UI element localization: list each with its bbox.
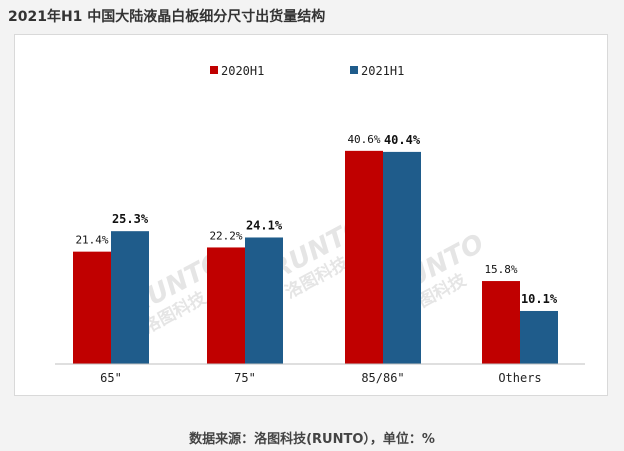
source-note: 数据来源：洛图科技(RUNTO），单位：% <box>189 432 435 447</box>
bar-2021h1 <box>520 310 558 364</box>
bar-2020h1 <box>345 150 383 364</box>
data-label: 25.3% <box>112 212 149 226</box>
data-label: 21.4% <box>75 234 108 247</box>
chart-panel: RUNTO 洛图科技 RUNTO 洛图科技 RUNTO 洛图科技 2020H1 2021H1 2… <box>14 34 608 396</box>
bar-2021h1 <box>111 231 149 364</box>
bar-2021h1 <box>245 237 283 364</box>
legend-swatch <box>210 66 218 74</box>
x-tick-label: Others <box>498 371 541 385</box>
x-tick-label: 65" <box>100 371 122 385</box>
data-label: 24.1% <box>246 218 283 232</box>
bar-2021h1 <box>383 151 421 364</box>
bar-2020h1 <box>207 247 245 364</box>
x-tick-label: 75" <box>234 371 256 385</box>
bar-2020h1 <box>482 281 520 364</box>
data-label: 22.2% <box>209 229 242 242</box>
legend-label: 2021H1 <box>361 64 404 78</box>
data-label: 10.1% <box>521 292 558 306</box>
x-tick-label: 85/86" <box>361 371 404 385</box>
data-label: 15.8% <box>484 263 517 276</box>
page-title: 2021年H1 中国大陆液晶白板细分尺寸出货量结构 <box>8 9 326 25</box>
data-label: 40.6% <box>347 133 380 146</box>
bar-2020h1 <box>73 251 111 364</box>
data-label: 40.4% <box>384 133 421 147</box>
legend-swatch <box>350 66 358 74</box>
legend-label: 2020H1 <box>221 64 264 78</box>
